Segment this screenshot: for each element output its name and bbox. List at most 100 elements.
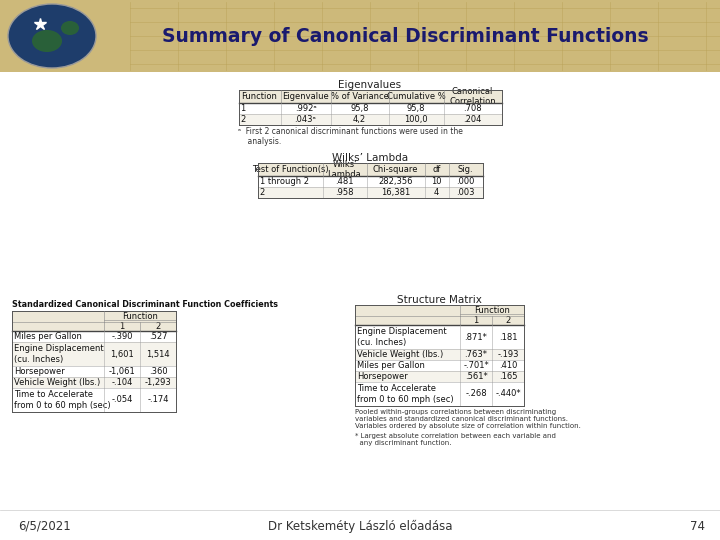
Bar (12, 342, 176, 366)
Text: .360: .360 (149, 367, 167, 376)
Text: .003: .003 (456, 188, 474, 197)
Text: 6/5/2021: 6/5/2021 (18, 519, 71, 532)
Text: 100,0: 100,0 (404, 115, 428, 124)
Text: .871*: .871* (464, 333, 487, 341)
Text: Miles per Gallon: Miles per Gallon (14, 332, 82, 341)
Text: 1 through 2: 1 through 2 (259, 177, 308, 186)
Text: ᵃ  First 2 canonical discriminant functions were used in the
    analysis.: ᵃ First 2 canonical discriminant functio… (238, 127, 464, 146)
Text: Wilks’ Lambda: Wilks’ Lambda (332, 153, 408, 163)
Text: Dr Ketskeméty László előadása: Dr Ketskeméty László előadása (268, 519, 452, 532)
Text: 10: 10 (431, 177, 442, 186)
Text: Structure Matrix: Structure Matrix (397, 295, 482, 305)
Text: 4,2: 4,2 (353, 115, 366, 124)
Bar (258, 176, 482, 187)
Text: 4: 4 (434, 188, 439, 197)
Bar (12, 366, 176, 377)
Text: Engine Displacement
(cu. Inches): Engine Displacement (cu. Inches) (357, 327, 446, 347)
Text: Engine Displacement
(cu. Inches): Engine Displacement (cu. Inches) (14, 345, 104, 364)
Text: -.701*: -.701* (463, 361, 489, 370)
Text: .561*: .561* (464, 372, 487, 381)
Text: Standardized Canonical Discriminant Function Coefficients: Standardized Canonical Discriminant Func… (12, 300, 278, 309)
Text: Eigenvalues: Eigenvalues (338, 80, 402, 90)
Bar (12, 388, 176, 412)
Text: Time to Accelerate
from 0 to 60 mph (sec): Time to Accelerate from 0 to 60 mph (sec… (14, 390, 111, 410)
Text: .043ᵃ: .043ᵃ (294, 115, 316, 124)
Text: Vehicle Weight (lbs.): Vehicle Weight (lbs.) (14, 378, 100, 387)
Text: Eigenvalue: Eigenvalue (282, 92, 329, 101)
Bar (12, 322, 176, 331)
Text: .992ᵃ: .992ᵃ (294, 104, 316, 113)
Text: 1: 1 (240, 104, 246, 113)
Ellipse shape (8, 4, 96, 68)
Text: .410: .410 (499, 361, 517, 370)
Text: 1,601: 1,601 (110, 349, 134, 359)
Text: * Largest absolute correlation between each variable and
  any discriminant func: * Largest absolute correlation between e… (355, 433, 556, 446)
Text: -1,061: -1,061 (109, 367, 135, 376)
Text: .204: .204 (463, 115, 482, 124)
Text: 1: 1 (473, 316, 479, 325)
Text: .000: .000 (456, 177, 474, 186)
Ellipse shape (32, 30, 62, 52)
Text: .527: .527 (149, 332, 167, 341)
Text: 2: 2 (240, 115, 246, 124)
Text: Horsepower: Horsepower (14, 367, 65, 376)
Bar (258, 187, 482, 198)
Bar (355, 325, 524, 349)
Text: Chi-square: Chi-square (373, 165, 418, 174)
Text: -1,293: -1,293 (145, 378, 171, 387)
Bar (0, 72, 720, 540)
Bar (355, 360, 524, 371)
Text: .763*: .763* (464, 350, 487, 359)
Bar (238, 103, 502, 114)
Bar (355, 316, 524, 325)
Text: Canonical
Correlation: Canonical Correlation (449, 87, 496, 106)
Text: -.440*: -.440* (495, 389, 521, 399)
Text: .181: .181 (499, 333, 517, 341)
Text: .958: .958 (336, 188, 354, 197)
Bar (238, 90, 502, 103)
Text: Vehicle Weight (lbs.): Vehicle Weight (lbs.) (357, 350, 444, 359)
Text: .165: .165 (499, 372, 517, 381)
Text: Summary of Canonical Discriminant Functions: Summary of Canonical Discriminant Functi… (162, 26, 648, 45)
Text: Cumulative %: Cumulative % (387, 92, 446, 101)
Text: 74: 74 (690, 519, 705, 532)
Bar (0, 0, 720, 72)
Text: -.054: -.054 (112, 395, 132, 404)
Text: -.174: -.174 (148, 395, 168, 404)
Text: .708: .708 (463, 104, 482, 113)
Text: 2: 2 (259, 188, 265, 197)
Text: df: df (432, 165, 441, 174)
Text: Sig.: Sig. (458, 165, 473, 174)
Text: Horsepower: Horsepower (357, 372, 408, 381)
Bar (12, 377, 176, 388)
Bar (355, 305, 524, 316)
Bar (238, 114, 502, 125)
Ellipse shape (61, 21, 79, 35)
Text: Time to Accelerate
from 0 to 60 mph (sec): Time to Accelerate from 0 to 60 mph (sec… (357, 384, 454, 404)
Text: 16,381: 16,381 (381, 188, 410, 197)
Text: Pooled within-groups correlations between discriminating
variables and standardi: Pooled within-groups correlations betwee… (355, 409, 581, 429)
Text: 282,356: 282,356 (378, 177, 413, 186)
Text: -.193: -.193 (498, 350, 518, 359)
Bar (355, 382, 524, 406)
Bar (12, 331, 176, 342)
Text: 2: 2 (156, 322, 161, 331)
Text: % of Variance: % of Variance (330, 92, 388, 101)
Text: Function: Function (122, 312, 158, 321)
Text: Function: Function (474, 306, 510, 315)
Text: Function: Function (242, 92, 277, 101)
Bar (258, 163, 482, 176)
Text: Wilks'
Lambda: Wilks' Lambda (328, 160, 361, 179)
Text: -.390: -.390 (112, 332, 132, 341)
Text: Miles per Gallon: Miles per Gallon (357, 361, 425, 370)
Bar (12, 311, 176, 322)
Text: 95,8: 95,8 (350, 104, 369, 113)
Bar (355, 371, 524, 382)
Text: 2: 2 (505, 316, 510, 325)
Bar (355, 349, 524, 360)
Text: .481: .481 (336, 177, 354, 186)
Text: -.268: -.268 (465, 389, 487, 399)
Text: 95,8: 95,8 (407, 104, 426, 113)
Text: Test of Function(s): Test of Function(s) (252, 165, 328, 174)
Text: 1,514: 1,514 (146, 349, 170, 359)
